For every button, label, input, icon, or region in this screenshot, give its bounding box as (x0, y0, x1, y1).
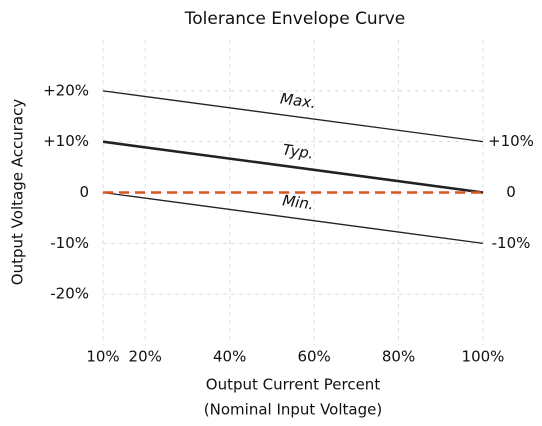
x-axis-label: (Nominal Input Voltage) (204, 401, 382, 419)
x-tick-label: 10% (86, 348, 119, 366)
x-tick-label: 60% (297, 348, 330, 366)
series-label: Typ. (281, 141, 314, 163)
series-line (102, 90, 484, 143)
y-tick-label: +10% (43, 132, 89, 150)
y-tick-label: +20% (43, 81, 89, 99)
y-tick-label: 0 (79, 183, 89, 201)
series-label: Min. (281, 191, 315, 213)
series-line (102, 140, 484, 194)
y2-tick-label: +10% (488, 132, 534, 150)
series-line (102, 191, 484, 244)
x-tick-label: 20% (129, 348, 162, 366)
y2-tick-label: 0 (506, 183, 516, 201)
x-tick-label: 80% (382, 348, 415, 366)
y2-tick-label: -10% (492, 234, 531, 252)
x-tick-label: 40% (213, 348, 246, 366)
y-axis-label: Output Voltage Accuracy (9, 99, 27, 286)
chart-title: Tolerance Envelope Curve (184, 9, 405, 29)
y-tick-label: -10% (50, 234, 89, 252)
series-label: Max. (279, 89, 317, 112)
y-tick-label: -20% (50, 285, 89, 303)
x-tick-label: 100% (462, 348, 505, 366)
x-axis-label: Output Current Percent (206, 376, 381, 394)
